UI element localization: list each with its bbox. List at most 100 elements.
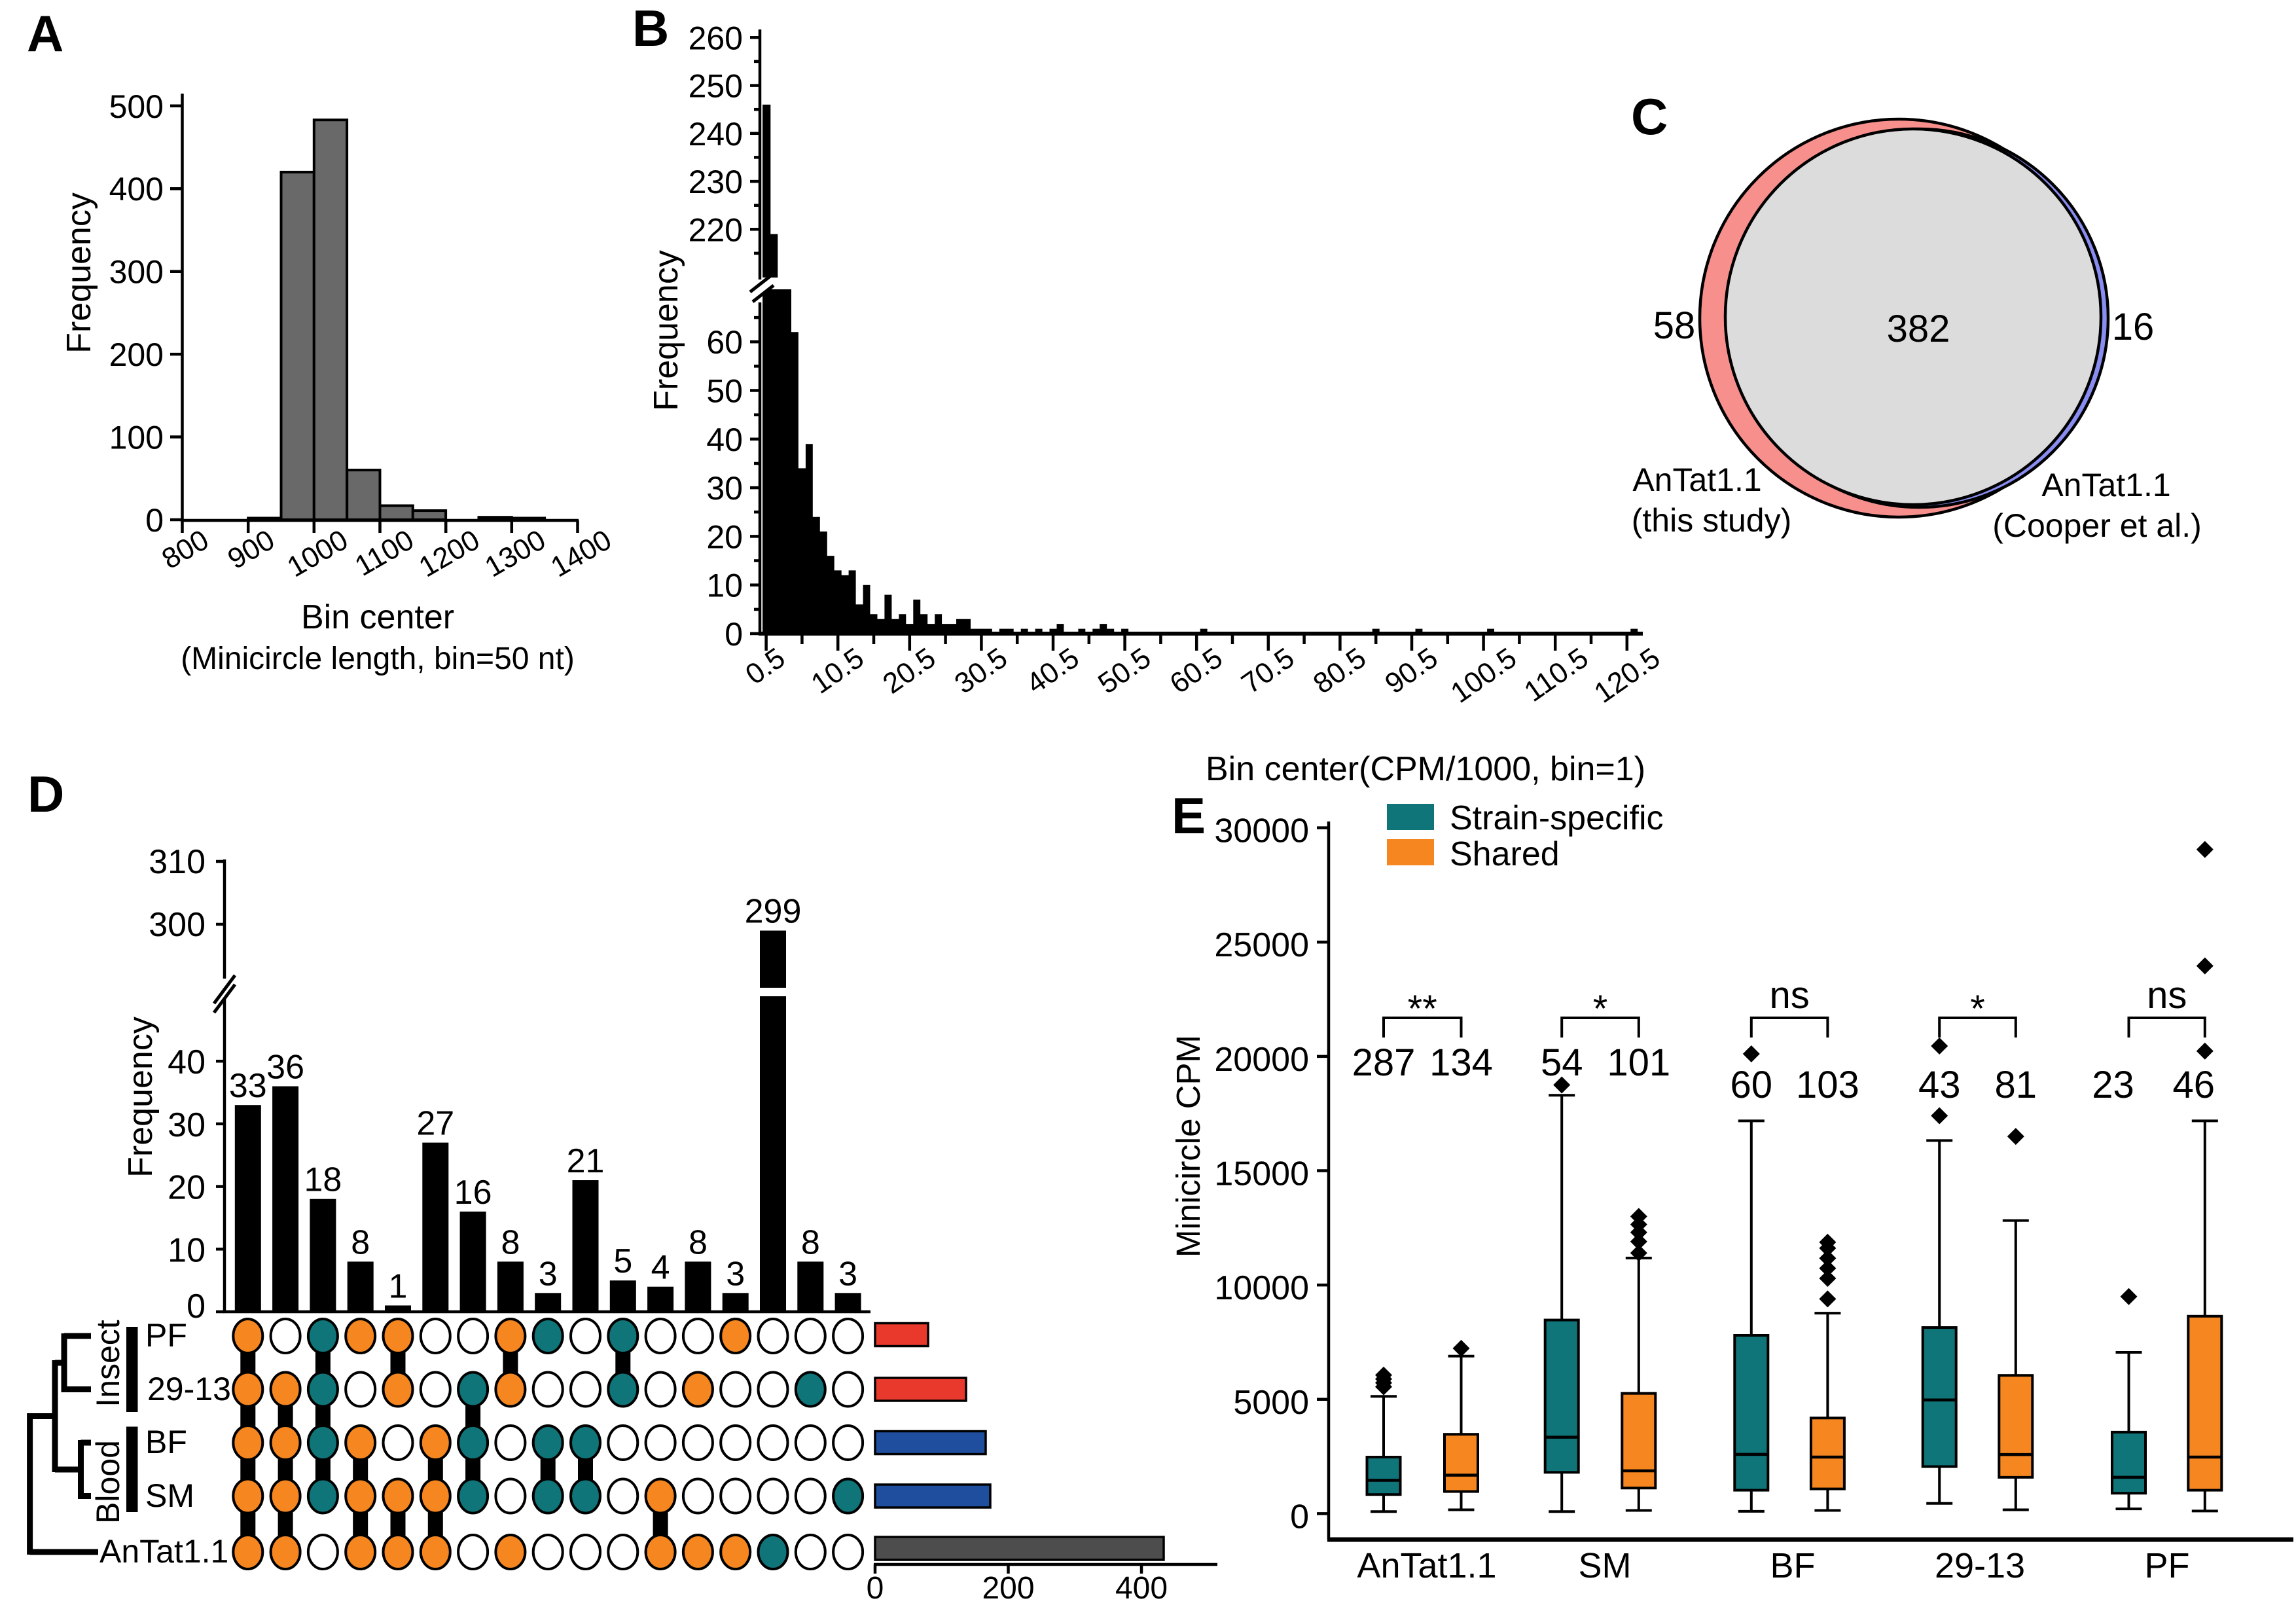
svg-text:27: 27: [416, 1105, 454, 1143]
svg-text:60: 60: [706, 324, 743, 361]
svg-text:Insect: Insect: [90, 1320, 126, 1407]
svg-text:(Minicircle length, bin=50 nt): (Minicircle length, bin=50 nt): [181, 641, 575, 676]
svg-text:20: 20: [706, 518, 743, 555]
svg-text:16: 16: [454, 1174, 492, 1212]
svg-text:10: 10: [168, 1231, 206, 1269]
svg-text:SM: SM: [1579, 1546, 1632, 1585]
svg-text:Frequency: Frequency: [122, 1017, 160, 1178]
svg-text:3: 3: [838, 1255, 857, 1293]
svg-text:54: 54: [1541, 1041, 1583, 1084]
svg-text:(Cooper et al.): (Cooper et al.): [1992, 507, 2202, 544]
svg-text:25000: 25000: [1214, 926, 1309, 964]
svg-text:Frequency: Frequency: [647, 250, 685, 411]
svg-text:*: *: [1970, 988, 1985, 1030]
svg-text:310: 310: [149, 843, 206, 881]
svg-text:PF: PF: [145, 1317, 187, 1354]
svg-text:0: 0: [725, 616, 743, 653]
svg-text:43: 43: [1918, 1064, 1961, 1106]
svg-text:36: 36: [266, 1049, 304, 1087]
svg-text:5000: 5000: [1233, 1384, 1309, 1422]
svg-text:0: 0: [187, 1288, 206, 1326]
svg-text:D: D: [27, 765, 64, 823]
svg-text:100: 100: [109, 420, 164, 456]
svg-text:60: 60: [1731, 1064, 1773, 1106]
svg-text:C: C: [1631, 88, 1668, 145]
svg-text:*: *: [1593, 988, 1608, 1030]
svg-text:PF: PF: [2144, 1546, 2189, 1585]
svg-text:300: 300: [109, 254, 164, 291]
svg-text:101: 101: [1607, 1041, 1670, 1084]
svg-text:300: 300: [149, 906, 206, 944]
svg-text:Bin center: Bin center: [301, 598, 454, 636]
svg-text:134: 134: [1429, 1041, 1493, 1084]
svg-text:B: B: [632, 0, 669, 57]
svg-text:**: **: [1408, 988, 1437, 1030]
svg-text:(this study): (this study): [1632, 502, 1792, 539]
svg-text:260: 260: [689, 20, 743, 56]
svg-text:A: A: [27, 5, 63, 62]
svg-text:16: 16: [2112, 306, 2155, 348]
svg-text:BF: BF: [145, 1424, 187, 1460]
svg-text:103: 103: [1796, 1064, 1859, 1106]
svg-text:Blood: Blood: [90, 1440, 126, 1524]
svg-text:230: 230: [689, 164, 743, 200]
svg-text:Frequency: Frequency: [60, 192, 98, 353]
svg-text:200: 200: [982, 1571, 1034, 1606]
svg-text:29-13: 29-13: [1935, 1546, 2025, 1585]
svg-text:E: E: [1172, 787, 1206, 844]
svg-text:50: 50: [706, 373, 743, 410]
svg-text:20: 20: [168, 1169, 206, 1207]
svg-text:30: 30: [706, 470, 743, 507]
svg-text:AnTat1.1: AnTat1.1: [2041, 467, 2170, 503]
svg-text:18: 18: [304, 1161, 342, 1199]
svg-text:21: 21: [567, 1142, 605, 1180]
svg-text:1: 1: [389, 1267, 408, 1305]
svg-text:Minicircle CPM: Minicircle CPM: [1170, 1035, 1207, 1257]
svg-text:Bin center(CPM/1000, bin=1): Bin center(CPM/1000, bin=1): [1206, 750, 1645, 788]
svg-text:20000: 20000: [1214, 1041, 1309, 1079]
svg-text:AnTat1.1: AnTat1.1: [1632, 461, 1761, 498]
svg-text:200: 200: [109, 336, 164, 373]
svg-text:81: 81: [1995, 1064, 2037, 1106]
svg-text:ns: ns: [2147, 974, 2187, 1017]
svg-text:BF: BF: [1770, 1546, 1815, 1585]
svg-text:220: 220: [689, 211, 743, 248]
svg-text:ns: ns: [1769, 974, 1809, 1017]
svg-text:23: 23: [2092, 1064, 2134, 1106]
svg-text:0: 0: [867, 1571, 884, 1606]
svg-text:AnTat1.1: AnTat1.1: [1357, 1546, 1496, 1585]
svg-text:0: 0: [145, 502, 164, 539]
svg-text:30: 30: [168, 1106, 206, 1144]
svg-text:40: 40: [706, 422, 743, 458]
svg-text:3: 3: [726, 1255, 745, 1293]
svg-text:58: 58: [1653, 304, 1696, 347]
svg-text:3: 3: [539, 1255, 558, 1293]
svg-text:5: 5: [613, 1242, 632, 1280]
svg-text:400: 400: [109, 171, 164, 208]
svg-text:40: 40: [168, 1043, 206, 1081]
svg-text:15000: 15000: [1214, 1155, 1309, 1193]
svg-text:4: 4: [651, 1249, 670, 1287]
svg-text:382: 382: [1887, 308, 1950, 350]
svg-text:287: 287: [1352, 1041, 1416, 1084]
svg-text:29-13: 29-13: [147, 1371, 231, 1407]
svg-text:33: 33: [229, 1067, 267, 1105]
svg-text:Shared: Shared: [1450, 835, 1560, 873]
svg-text:46: 46: [2173, 1064, 2215, 1106]
svg-text:AnTat1.1: AnTat1.1: [99, 1533, 228, 1570]
svg-text:SM: SM: [145, 1477, 194, 1514]
svg-text:30000: 30000: [1214, 812, 1309, 850]
svg-text:500: 500: [109, 88, 164, 125]
svg-text:10000: 10000: [1214, 1269, 1309, 1307]
svg-text:8: 8: [689, 1223, 708, 1261]
svg-text:8: 8: [351, 1223, 370, 1261]
svg-text:Strain-specific: Strain-specific: [1450, 799, 1664, 837]
svg-text:400: 400: [1115, 1571, 1168, 1606]
svg-text:8: 8: [501, 1223, 520, 1261]
svg-text:240: 240: [689, 116, 743, 153]
svg-text:10: 10: [706, 568, 743, 604]
svg-text:299: 299: [745, 893, 802, 931]
svg-text:250: 250: [689, 68, 743, 105]
svg-text:0: 0: [1290, 1498, 1309, 1536]
svg-text:8: 8: [801, 1223, 820, 1261]
